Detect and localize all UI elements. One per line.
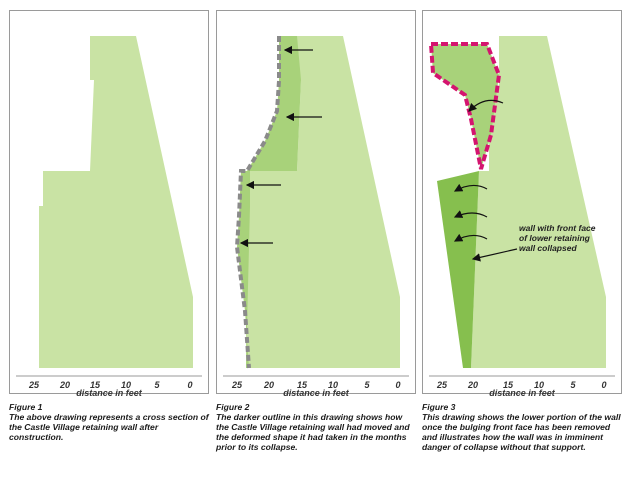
figure-3-panel: wall with front face of lower retaining … — [422, 10, 622, 398]
caption-body: This drawing shows the lower portion of … — [422, 412, 621, 452]
tick-10: 10 — [120, 380, 131, 390]
removed-face-outline — [429, 42, 502, 170]
arrow-4 — [453, 233, 488, 242]
tick-15: 15 — [296, 380, 307, 390]
figure-2-panel: 25 20 15 10 5 0 distance in feet — [216, 10, 416, 398]
caption-title: Figure 1 — [9, 402, 43, 412]
tick-15: 15 — [502, 380, 513, 390]
remaining-wall — [471, 36, 606, 368]
removed-bulging-face — [431, 44, 499, 169]
tick-0: 0 — [187, 380, 193, 390]
figure-2-caption: Figure 2 The darker outline in this draw… — [216, 402, 416, 452]
tick-0: 0 — [601, 380, 607, 390]
tick-25: 25 — [436, 380, 447, 390]
tick-5: 5 — [570, 380, 576, 390]
wall-cross-section — [39, 36, 193, 368]
figure-1-drawing — [16, 36, 202, 377]
axis-label: distance in feet — [76, 388, 142, 398]
arrow-1 — [468, 99, 504, 112]
tick-15: 15 — [89, 380, 100, 390]
tick-10: 10 — [327, 380, 338, 390]
tick-5: 5 — [364, 380, 370, 390]
caption-title: Figure 3 — [422, 402, 456, 412]
figure-1-panel: 25 20 15 10 5 0 distance in feet — [9, 10, 209, 398]
wall-original-shape — [246, 36, 400, 368]
deformed-outline — [234, 36, 281, 369]
axis-label: distance in feet — [283, 388, 349, 398]
tick-25: 25 — [28, 380, 39, 390]
tick-20: 20 — [263, 380, 274, 390]
figure-3-caption: Figure 3 This drawing shows the lower po… — [422, 402, 622, 452]
figure-3-drawing — [429, 36, 615, 377]
caption-body: The darker outline in this drawing shows… — [216, 412, 410, 452]
caption-body: The above drawing represents a cross sec… — [9, 412, 209, 442]
figure-2-drawing — [223, 36, 409, 377]
wall-deformed-shape — [237, 36, 301, 368]
annotation-pointer — [471, 248, 518, 262]
axis-label: distance in feet — [489, 388, 555, 398]
tick-10: 10 — [533, 380, 544, 390]
tick-25: 25 — [231, 380, 242, 390]
caption-title: Figure 2 — [216, 402, 250, 412]
annotation-label: wall with front face of lower retaining … — [519, 223, 596, 253]
figure-1-caption: Figure 1 The above drawing represents a … — [9, 402, 209, 442]
tick-20: 20 — [59, 380, 70, 390]
arrow-3 — [453, 210, 488, 218]
tick-5: 5 — [154, 380, 160, 390]
arrow-2 — [453, 183, 488, 192]
tick-0: 0 — [395, 380, 401, 390]
collapsed-lower-face — [437, 171, 479, 368]
tick-20: 20 — [467, 380, 478, 390]
